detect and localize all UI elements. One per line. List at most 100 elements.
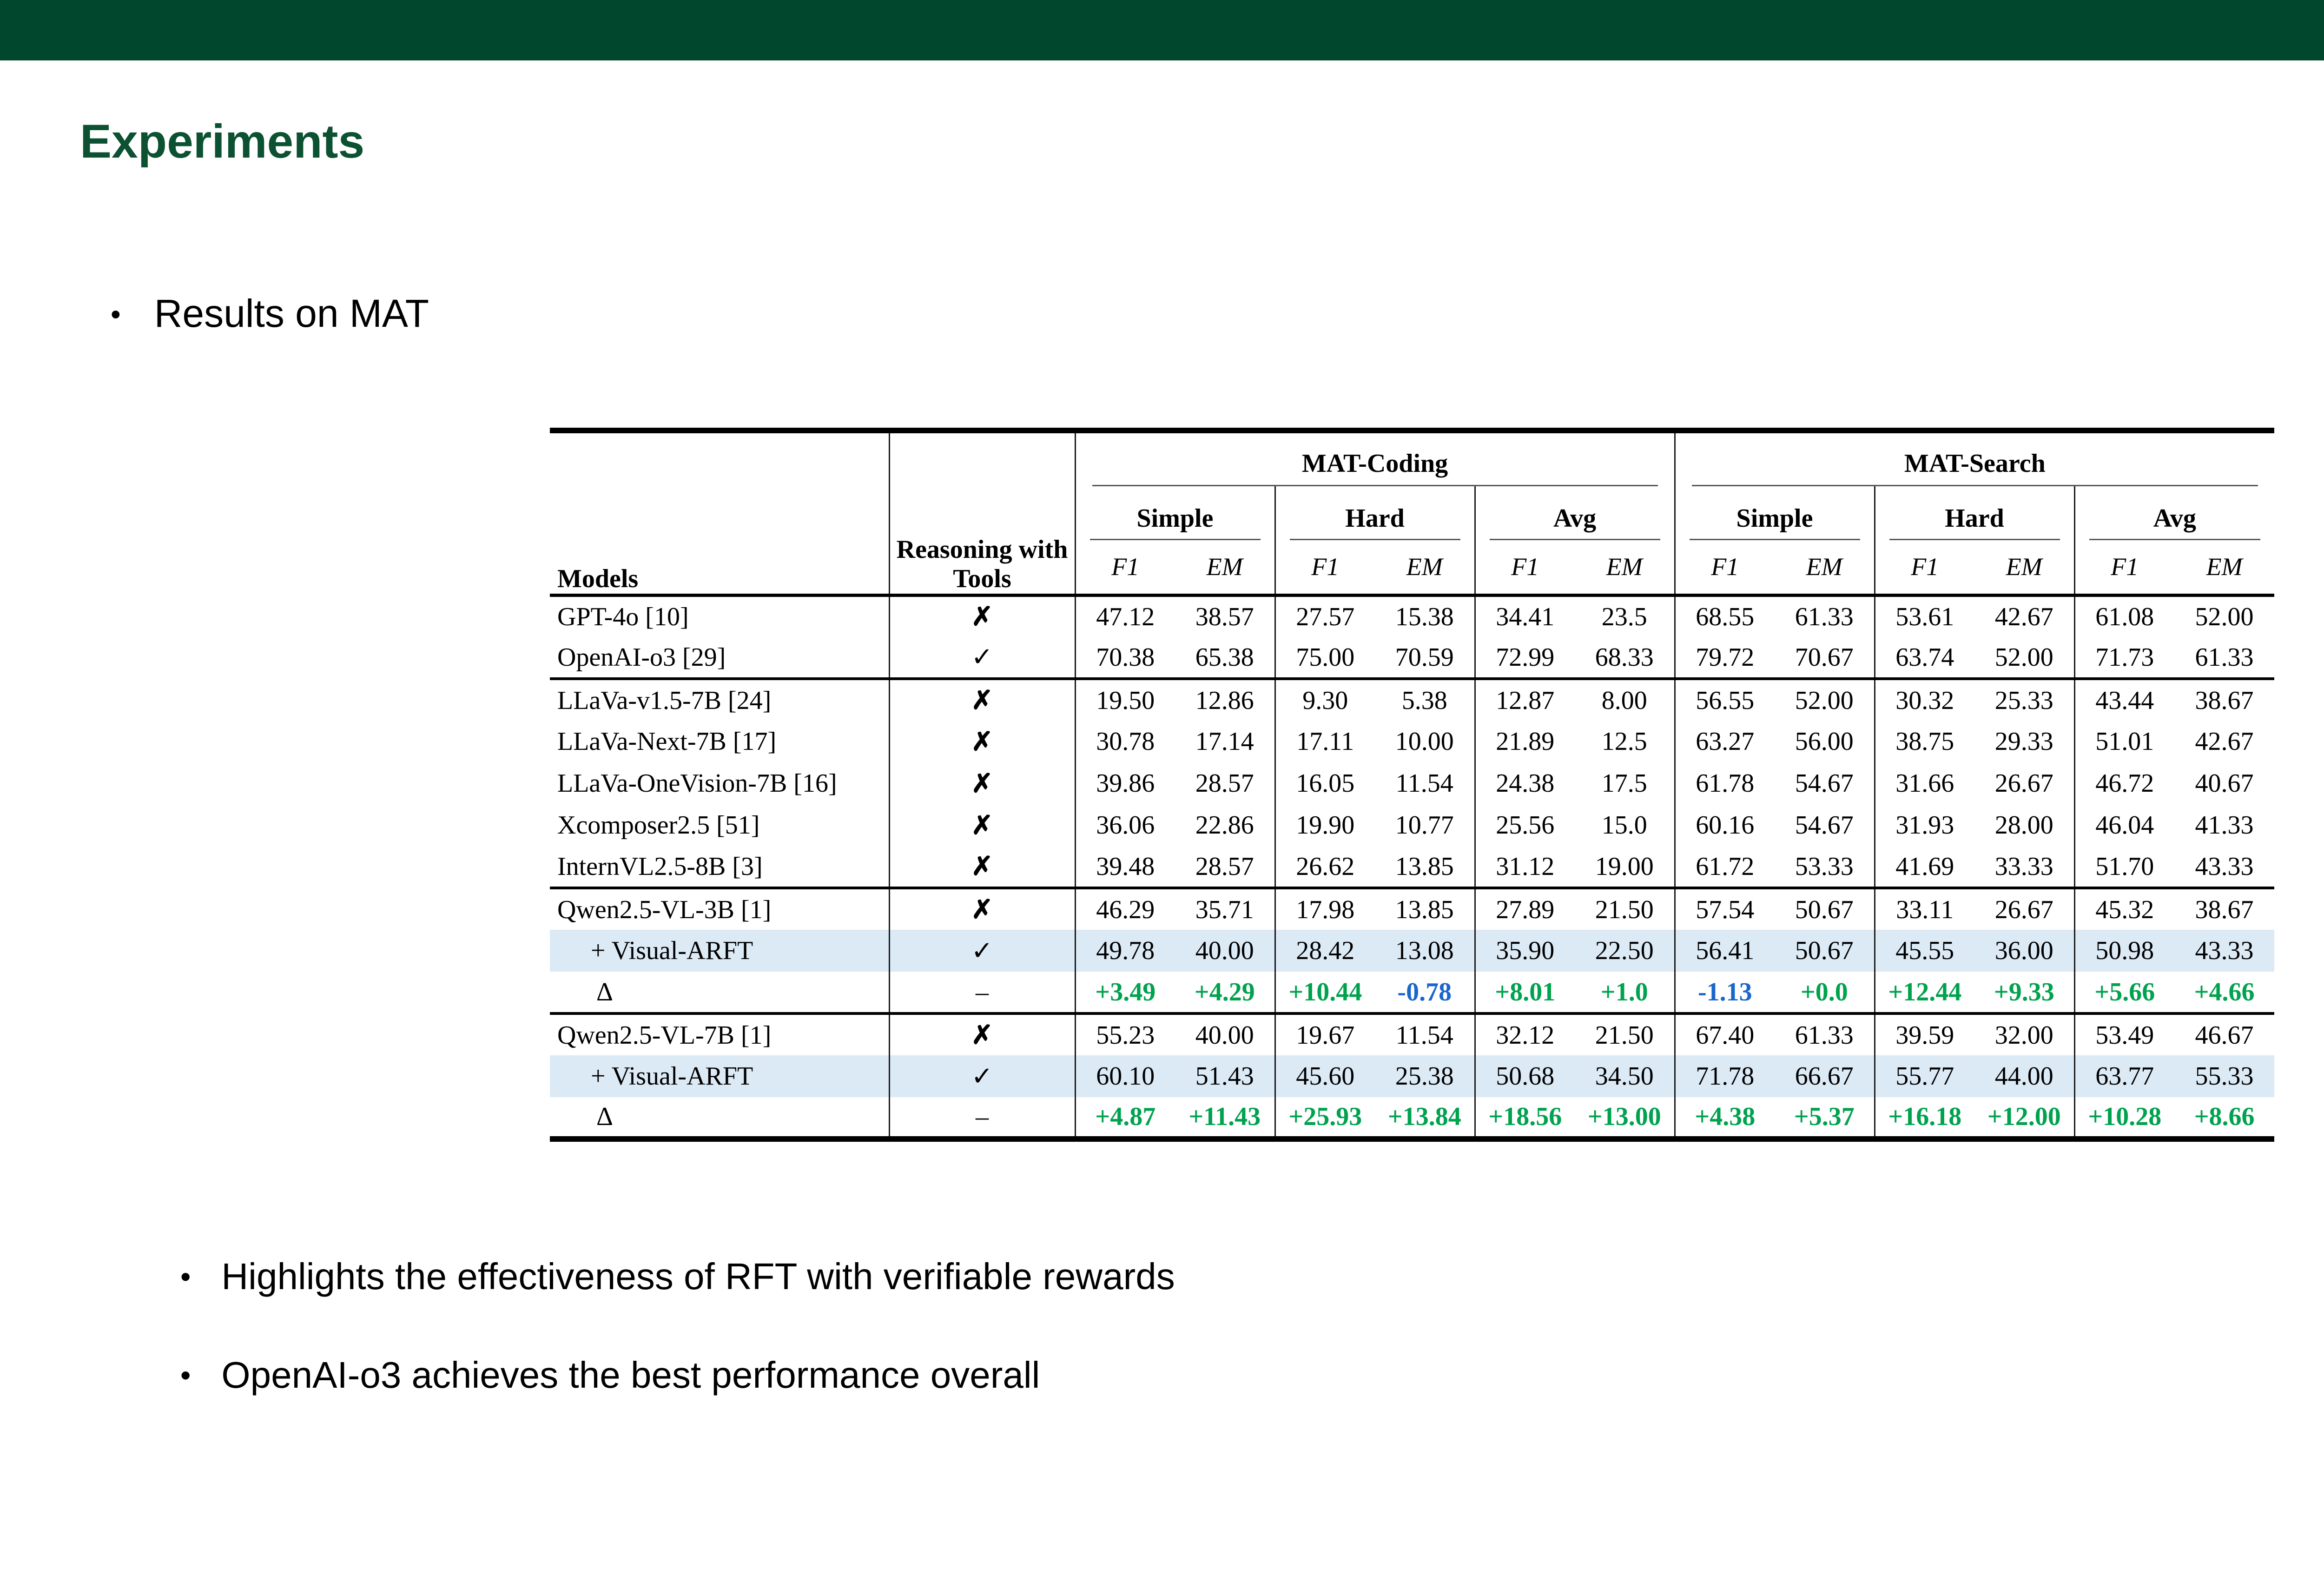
value-cell: 28.42 <box>1274 930 1375 972</box>
cross-icon: ✗ <box>888 846 1075 888</box>
value-cell: +13.00 <box>1587 1102 1661 1131</box>
page-title: Experiments <box>80 115 365 168</box>
header-em: EM <box>1974 540 2075 597</box>
value-cell: 67.40 <box>1674 1012 1775 1055</box>
value-cell: 11.54 <box>1375 1012 1475 1055</box>
model-name: + Visual-ARFT <box>550 930 889 972</box>
header-em: EM <box>1575 540 1675 597</box>
value-cell: 27.89 <box>1474 887 1575 930</box>
model-name: + Visual-ARFT <box>550 1055 889 1097</box>
model-name: LLaVa-OneVision-7B [16] <box>557 769 837 798</box>
value-cell: 57.54 <box>1674 887 1775 930</box>
cross-icon: ✗ <box>888 677 1075 721</box>
value-cell: +1.0 <box>1600 977 1648 1006</box>
value-cell: 23.5 <box>1601 602 1647 631</box>
cross-icon: ✗ <box>888 721 1075 762</box>
value-cell: 29.33 <box>1994 727 2053 756</box>
model-name: Qwen2.5-VL-3B [1] <box>550 887 889 930</box>
header-coding-avg: Avg <box>1474 486 1675 540</box>
value-cell: 21.50 <box>1575 887 1675 930</box>
header-f1: F1 <box>2073 540 2175 597</box>
value-cell: 61.78 <box>1674 762 1775 804</box>
value-cell: 8.00 <box>1575 677 1675 721</box>
value-cell: 65.38 <box>1195 642 1254 672</box>
table-row: Qwen2.5-VL-3B [1] ✗ 46.29 35.71 17.98 13.85 27… <box>550 887 2275 930</box>
value-cell: 21.50 <box>1575 1012 1675 1055</box>
value-cell: 60.10 <box>1074 1055 1175 1097</box>
value-cell: 55.77 <box>1874 1055 1975 1097</box>
value-cell: 25.56 <box>1474 804 1575 846</box>
value-cell: 46.67 <box>2174 1012 2275 1055</box>
value-cell: 46.72 <box>2073 762 2175 804</box>
value-cell: 38.67 <box>2174 887 2275 930</box>
header-reasoning-with-tools: Reasoning with Tools <box>888 430 1075 597</box>
check-icon: ✓ <box>888 637 1075 679</box>
value-cell: 66.67 <box>1775 1055 1875 1097</box>
value-cell: 50.68 <box>1474 1055 1575 1097</box>
value-cell: 49.78 <box>1074 930 1175 972</box>
value-cell: 41.69 <box>1874 846 1975 888</box>
bottom-bullet-2-text: OpenAI-o3 achieves the best performance … <box>221 1354 1040 1396</box>
value-cell: 53.49 <box>2073 1012 2175 1055</box>
value-cell: 17.11 <box>1274 721 1375 762</box>
table-header: Models Reasoning with Tools MAT-Coding M… <box>550 430 2275 597</box>
value-cell: 40.00 <box>1175 1012 1275 1055</box>
value-cell: 13.08 <box>1375 930 1475 972</box>
value-cell: 53.33 <box>1795 852 1854 881</box>
value-cell: 10.77 <box>1395 811 1454 840</box>
header-coding-hard: Hard <box>1274 486 1475 540</box>
header-group-mat-search: MAT-Search <box>1674 430 2275 486</box>
value-cell: 63.27 <box>1674 721 1775 762</box>
header-em: EM <box>1375 540 1475 597</box>
table-row: OpenAI-o3 [29] ✓ 70.38 65.38 75.00 70.59 72.99… <box>550 637 2274 679</box>
value-cell: 39.86 <box>1074 762 1175 804</box>
value-cell: 12.87 <box>1474 677 1575 721</box>
value-cell: 26.62 <box>1274 846 1375 888</box>
value-cell: -1.13 <box>1674 972 1775 1013</box>
header-f1: F1 <box>1674 540 1775 597</box>
value-cell: 17.98 <box>1274 887 1375 930</box>
value-cell: 50.67 <box>1775 930 1875 972</box>
value-cell: 56.41 <box>1674 930 1775 972</box>
value-cell: 70.67 <box>1795 642 1854 672</box>
value-cell: +4.66 <box>2194 977 2255 1006</box>
value-cell: +16.18 <box>1874 1097 1975 1139</box>
value-cell: 25.38 <box>1375 1055 1475 1097</box>
value-cell: 42.67 <box>1994 602 2053 631</box>
dash-icon: – <box>888 1097 1075 1139</box>
model-name: Δ <box>596 977 614 1006</box>
value-cell: +8.66 <box>2194 1102 2255 1131</box>
value-cell: 13.85 <box>1375 887 1475 930</box>
value-cell: 52.00 <box>2195 602 2254 631</box>
value-cell: 79.72 <box>1674 637 1775 679</box>
dash-icon: – <box>888 972 1075 1013</box>
model-name: LLaVa-Next-7B [17] <box>557 727 777 756</box>
value-cell: 53.61 <box>1874 595 1975 637</box>
header-em: EM <box>1175 540 1275 597</box>
value-cell: 54.67 <box>1795 769 1854 798</box>
value-cell: 63.77 <box>2073 1055 2175 1097</box>
value-cell: 75.00 <box>1274 637 1375 679</box>
value-cell: 46.04 <box>2073 804 2175 846</box>
value-cell: 45.55 <box>1874 930 1975 972</box>
header-f1: F1 <box>1074 540 1175 597</box>
bullet-icon: • <box>111 298 121 331</box>
value-cell: 63.74 <box>1874 637 1975 679</box>
cross-icon: ✗ <box>888 804 1075 846</box>
value-cell: 54.67 <box>1795 811 1854 840</box>
value-cell: 55.33 <box>2174 1055 2275 1097</box>
value-cell: 25.33 <box>1974 677 2075 721</box>
value-cell: 21.89 <box>1474 721 1575 762</box>
value-cell: -0.78 <box>1397 977 1452 1006</box>
cross-icon: ✗ <box>888 1012 1075 1055</box>
value-cell: 39.48 <box>1074 846 1175 888</box>
value-cell: +9.33 <box>1994 977 2054 1006</box>
value-cell: 28.57 <box>1195 769 1254 798</box>
value-cell: 70.38 <box>1074 637 1175 679</box>
value-cell: 46.29 <box>1074 887 1175 930</box>
value-cell: 34.50 <box>1575 1055 1675 1097</box>
value-cell: +4.29 <box>1194 977 1255 1006</box>
table-row: Qwen2.5-VL-7B [1] ✗ 55.23 40.00 19.67 11.54 32… <box>550 1012 2275 1055</box>
table-row: Xcomposer2.5 [51] ✗ 36.06 22.86 19.90 10.77 25… <box>550 804 2274 846</box>
top-bullet: • Results on MAT <box>111 291 429 336</box>
